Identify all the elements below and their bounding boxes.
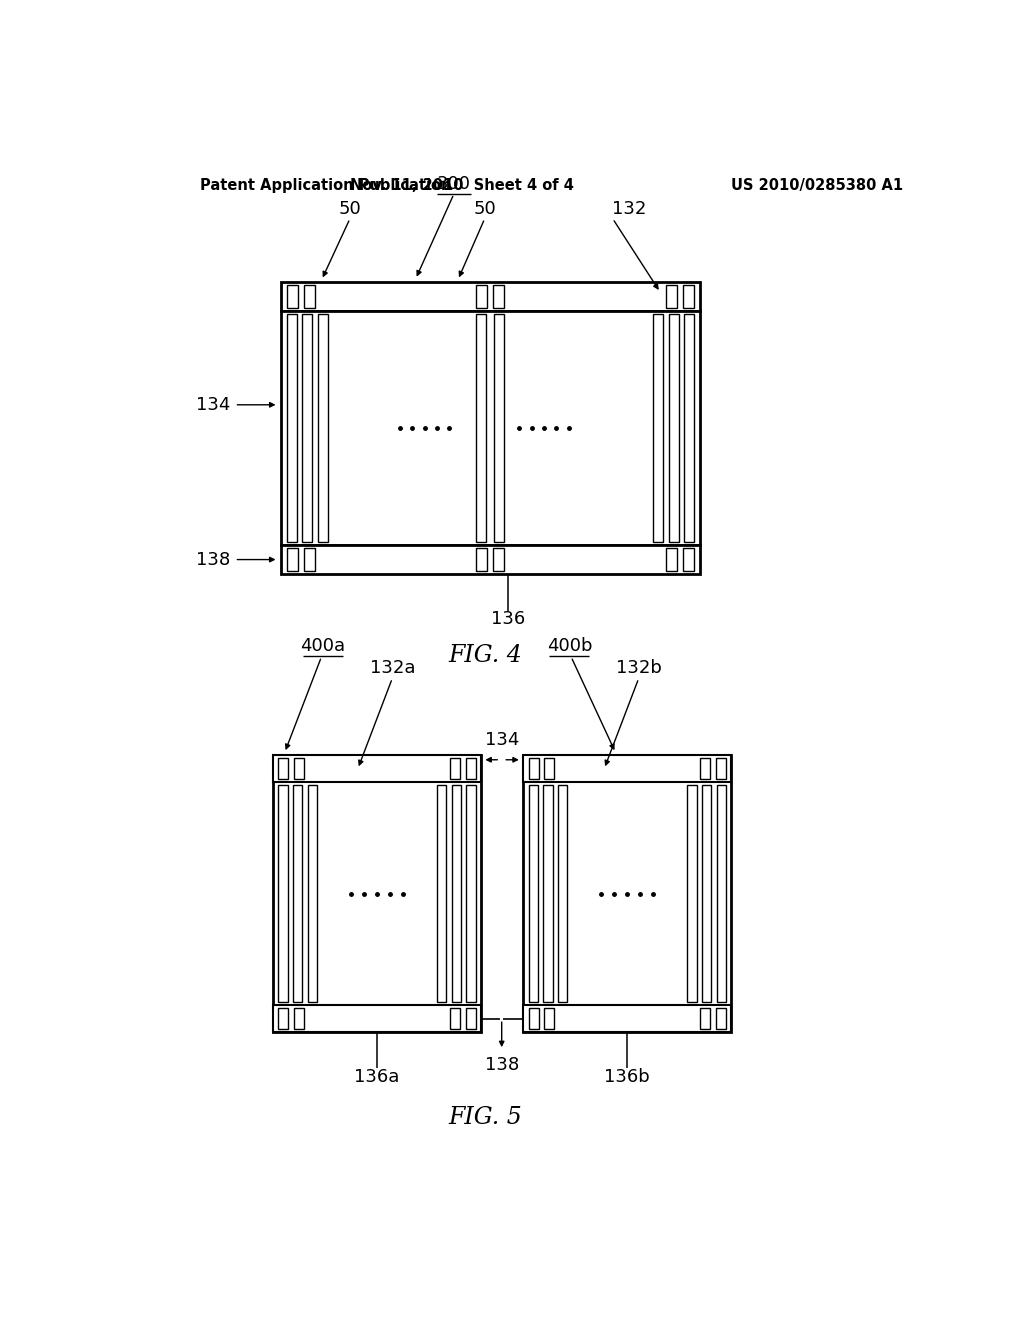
Bar — [716, 1008, 726, 1030]
Bar — [279, 785, 288, 1002]
Bar — [451, 758, 460, 779]
Bar — [437, 785, 446, 1002]
Text: 134: 134 — [484, 731, 519, 748]
Bar — [273, 1006, 481, 1032]
Bar — [687, 785, 696, 1002]
Text: Patent Application Publication: Patent Application Publication — [200, 178, 452, 193]
Bar — [684, 314, 694, 543]
Bar — [294, 1008, 304, 1030]
Bar — [683, 548, 694, 572]
Text: 136a: 136a — [354, 1068, 399, 1086]
Bar — [701, 785, 711, 1002]
Bar — [528, 785, 538, 1002]
Bar — [466, 1008, 475, 1030]
Bar — [287, 314, 297, 543]
Bar — [669, 314, 679, 543]
Bar — [466, 785, 475, 1002]
Bar — [544, 1008, 554, 1030]
Text: Nov. 11, 2010  Sheet 4 of 4: Nov. 11, 2010 Sheet 4 of 4 — [350, 178, 573, 193]
Text: 132: 132 — [611, 199, 646, 218]
Bar — [700, 758, 711, 779]
Bar — [528, 758, 539, 779]
Bar — [523, 1006, 731, 1032]
Bar — [304, 285, 314, 308]
Text: 132b: 132b — [615, 659, 662, 677]
Bar — [700, 1008, 711, 1030]
Bar — [294, 758, 304, 779]
Text: FIG. 5: FIG. 5 — [447, 1106, 521, 1129]
Bar — [523, 755, 731, 1032]
Bar — [476, 548, 487, 572]
Bar — [466, 758, 475, 779]
Bar — [523, 755, 731, 781]
Bar — [544, 758, 554, 779]
Bar — [273, 755, 481, 781]
Bar — [302, 314, 312, 543]
Text: 50: 50 — [473, 199, 497, 218]
Bar — [304, 548, 314, 572]
Text: US 2010/0285380 A1: US 2010/0285380 A1 — [731, 178, 903, 193]
Bar — [544, 785, 553, 1002]
Text: 400b: 400b — [547, 638, 592, 655]
Bar — [494, 285, 504, 308]
Text: 132a: 132a — [370, 659, 415, 677]
Text: 134: 134 — [197, 396, 230, 413]
Text: 136: 136 — [490, 610, 525, 628]
Bar — [494, 314, 504, 543]
Text: 300: 300 — [437, 176, 471, 193]
Text: 50: 50 — [339, 199, 361, 218]
Bar — [281, 545, 700, 574]
Bar — [476, 285, 487, 308]
Bar — [653, 314, 664, 543]
Bar — [683, 285, 694, 308]
Text: 138: 138 — [484, 1056, 519, 1074]
Text: 400a: 400a — [300, 638, 346, 655]
Text: 136b: 136b — [604, 1068, 650, 1086]
Bar — [451, 1008, 460, 1030]
Bar — [717, 785, 726, 1002]
Bar — [667, 548, 677, 572]
Bar — [667, 285, 677, 308]
Bar — [287, 285, 298, 308]
Bar — [281, 281, 700, 312]
Bar — [317, 314, 328, 543]
Bar — [281, 312, 700, 545]
Text: 138: 138 — [197, 550, 230, 569]
Bar — [494, 548, 504, 572]
Bar — [528, 1008, 539, 1030]
Bar — [279, 758, 289, 779]
Bar — [452, 785, 461, 1002]
Bar — [307, 785, 316, 1002]
Bar — [476, 314, 486, 543]
Bar — [558, 785, 567, 1002]
Bar — [716, 758, 726, 779]
Bar — [273, 755, 481, 1032]
Text: FIG. 4: FIG. 4 — [447, 644, 521, 667]
Bar — [293, 785, 302, 1002]
Bar — [287, 548, 298, 572]
Bar — [279, 1008, 289, 1030]
